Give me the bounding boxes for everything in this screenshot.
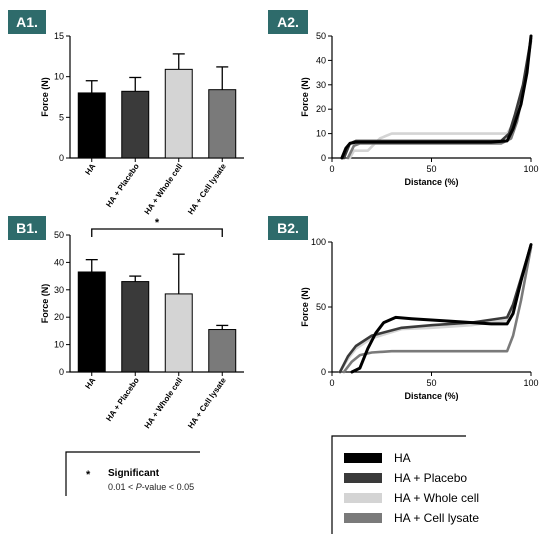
y-tick-label: 10	[54, 340, 64, 350]
legend: HA HA + Placebo HA + Whole cell HA + Cell l…	[331, 435, 479, 534]
bar	[77, 92, 106, 159]
legend-swatch	[344, 513, 382, 523]
chart-a2: 0 10 20 30 40 50 0 50 100 Distance (%) Force (N)	[300, 31, 539, 187]
significance-bracket	[91, 228, 223, 237]
legend-swatch	[344, 453, 382, 463]
x-tick-label: 0	[329, 164, 334, 174]
chart-b2: 0 50 100 0 50 100 Distance (%) Force (N)	[300, 237, 539, 401]
bar	[121, 281, 150, 373]
legend-swatch	[344, 493, 382, 503]
y-tick-label: 0	[59, 367, 64, 377]
y-axis-label: Force (N)	[40, 284, 50, 324]
legend-label: HA + Whole cell	[394, 491, 479, 505]
chart-b1: 0 10 20 30 40 50 Force (N) HA HA + Placebo HA + W…	[40, 217, 244, 430]
y-tick-label: 50	[316, 31, 326, 41]
y-tick-label: 0	[59, 153, 64, 163]
panel-label-a1: A1.	[8, 10, 46, 34]
legend-label: HA + Cell lysate	[394, 511, 479, 525]
legend-swatch	[344, 473, 382, 483]
x-tick-label: 100	[523, 378, 538, 388]
chart-a1: 0 5 10 15 Force (N) HA HA + Placebo HA + Whole …	[40, 31, 244, 216]
bar	[208, 89, 237, 159]
x-axis-label: Distance (%)	[404, 177, 458, 187]
y-tick-label: 20	[316, 104, 326, 114]
x-tick-label: 50	[426, 164, 436, 174]
bar	[164, 68, 193, 159]
y-tick-label: 5	[59, 112, 64, 122]
legend-label: HA + Placebo	[394, 471, 467, 485]
bar	[121, 90, 150, 159]
y-tick-label: 30	[54, 285, 64, 295]
y-tick-label: 40	[316, 55, 326, 65]
svg-text:A2.: A2.	[277, 14, 299, 30]
y-tick-label: 15	[54, 31, 64, 41]
significance-range: 0.01 < P-value < 0.05	[108, 482, 194, 492]
panel-label-b2: B2.	[268, 216, 308, 240]
y-tick-label: 10	[54, 72, 64, 82]
y-tick-label: 40	[54, 257, 64, 267]
legend-label: HA	[394, 451, 411, 465]
y-axis-label: Force (N)	[40, 77, 50, 117]
x-tick-label: HA + Whole cell	[143, 376, 185, 430]
x-tick-label: HA + Placebo	[104, 376, 141, 423]
x-tick-label: HA	[83, 162, 97, 177]
y-tick-label: 0	[321, 153, 326, 163]
series-line	[338, 243, 533, 374]
x-tick-label: 0	[329, 378, 334, 388]
x-tick-label: HA + Cell lysate	[186, 162, 228, 217]
panel-label-a2: A2.	[268, 10, 308, 34]
y-tick-label: 20	[54, 312, 64, 322]
x-tick-label: HA	[83, 376, 97, 391]
x-tick-label: HA + Whole cell	[143, 162, 185, 216]
y-tick-label: 10	[316, 129, 326, 139]
y-axis-label: Force (N)	[300, 287, 310, 327]
y-tick-label: 50	[54, 230, 64, 240]
y-axis-label: Force (N)	[300, 77, 310, 117]
series-line	[350, 243, 533, 374]
y-tick-label: 100	[311, 237, 326, 247]
panel-label-b1: B1.	[8, 216, 46, 240]
svg-text:B1.: B1.	[16, 220, 38, 236]
series-line	[342, 245, 533, 374]
bar	[208, 329, 237, 373]
significance-star: *	[86, 469, 91, 481]
svg-text:B2.: B2.	[277, 220, 299, 236]
significance-marker: *	[155, 217, 160, 229]
significance-title: Significant	[108, 468, 160, 479]
bar	[164, 293, 193, 373]
y-tick-label: 50	[316, 302, 326, 312]
x-tick-label: 50	[426, 378, 436, 388]
y-tick-label: 0	[321, 367, 326, 377]
series-line	[340, 34, 533, 160]
bar	[77, 271, 106, 373]
x-tick-label: HA + Placebo	[104, 162, 141, 209]
y-tick-label: 30	[316, 80, 326, 90]
significance-key: * Significant 0.01 < P-value < 0.05	[65, 451, 200, 496]
x-tick-label: HA + Cell lysate	[186, 376, 228, 431]
x-axis-label: Distance (%)	[404, 391, 458, 401]
x-tick-label: 100	[523, 164, 538, 174]
svg-text:A1.: A1.	[16, 14, 38, 30]
